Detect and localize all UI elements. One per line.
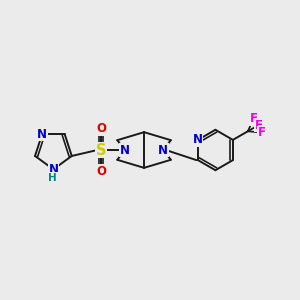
Text: N: N <box>158 143 168 157</box>
Text: H: H <box>48 172 57 183</box>
Text: N: N <box>120 143 130 157</box>
Text: S: S <box>96 142 106 158</box>
Text: O: O <box>96 122 106 135</box>
Text: F: F <box>250 112 258 125</box>
Text: N: N <box>48 163 59 176</box>
Text: F: F <box>258 126 266 139</box>
Text: N: N <box>37 128 47 141</box>
Text: O: O <box>96 165 106 178</box>
Text: N: N <box>193 134 203 146</box>
Text: F: F <box>255 118 262 132</box>
